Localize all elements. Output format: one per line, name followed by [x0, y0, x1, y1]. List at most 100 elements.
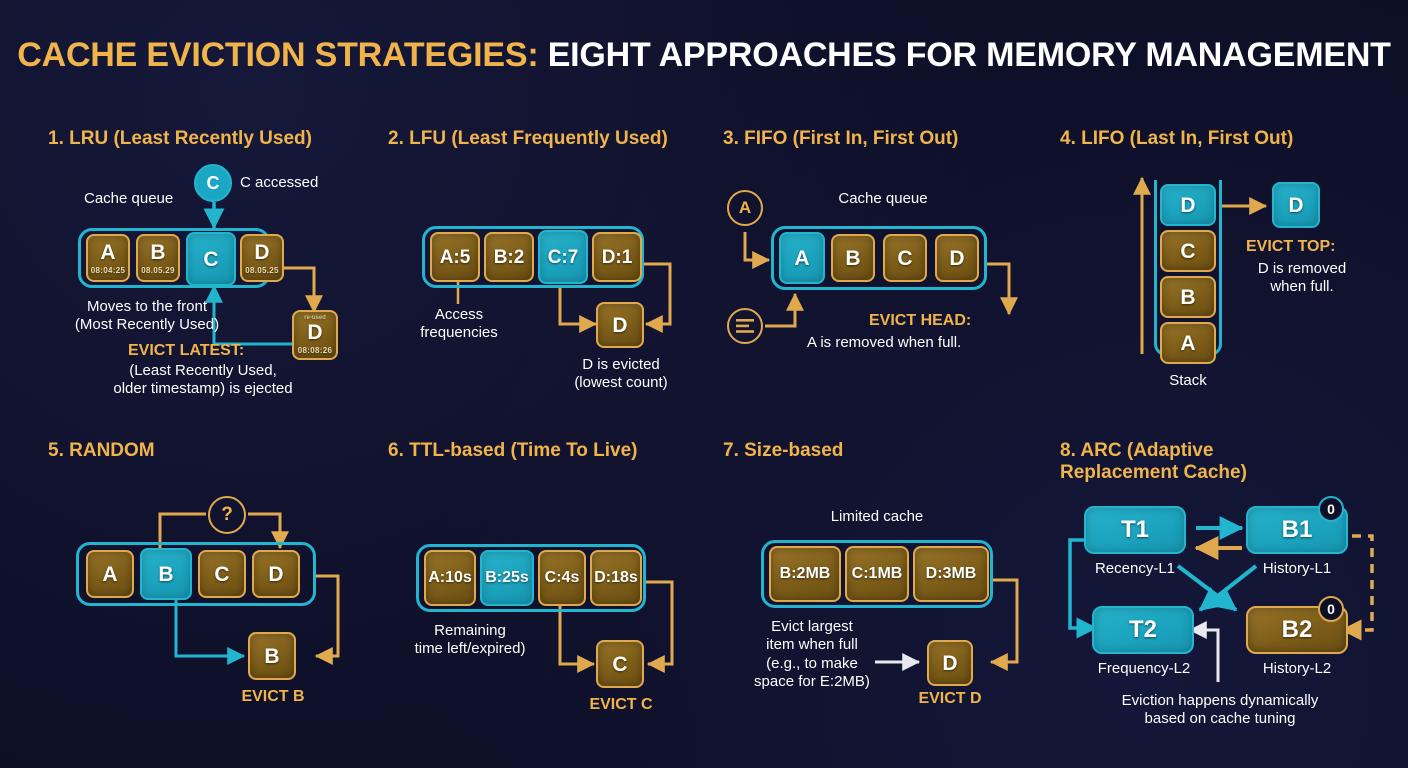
random-cell-b-label: B: [158, 562, 174, 586]
ttl-evicted-label: C: [612, 652, 628, 676]
lifo-cell-b[interactable]: B: [1160, 276, 1216, 318]
lifo-cell-a[interactable]: A: [1160, 322, 1216, 364]
ttl-cell-c-label: C:4s: [544, 569, 580, 586]
panel-random-title: 5. RANDOM: [48, 440, 155, 461]
lfu-access-note: Access frequencies: [420, 306, 498, 342]
arc-node-t2-label: T2: [1128, 616, 1157, 643]
panel-arc-title: 8. ARC (Adaptive Replacement Cache): [1060, 440, 1247, 484]
ttl-cell-a[interactable]: A:10s: [424, 550, 476, 606]
random-chooser-badge[interactable]: ?: [208, 496, 246, 534]
size-cell-b[interactable]: B:2MB: [769, 546, 841, 602]
lru-cell-c[interactable]: C: [186, 232, 236, 286]
size-cell-d-label: D:3MB: [925, 565, 977, 582]
arc-footer-note: Eviction happens dynamically based on ca…: [1121, 692, 1319, 728]
random-evicted-label: B: [264, 644, 280, 668]
lifo-cell-c-label: C: [1180, 239, 1196, 263]
arc-node-t1-caption: Recency-L1: [1094, 560, 1176, 577]
lru-cell-c-label: C: [203, 247, 219, 271]
lru-evicted-tiny: re-used: [304, 315, 326, 321]
lfu-cell-d[interactable]: D:1: [592, 232, 642, 282]
lfu-cell-b-label: B:2: [493, 246, 525, 268]
fifo-queue-label: Cache queue: [838, 190, 928, 207]
size-evicted-label: D: [942, 651, 958, 675]
lru-cell-a[interactable]: A 08:04:25: [86, 234, 130, 282]
lfu-evicted-cell[interactable]: D: [596, 302, 644, 348]
panel-size: 7. Size-based Limited cache B:2MB C:1MB …: [723, 440, 1063, 730]
ttl-cell-d[interactable]: D:18s: [590, 550, 642, 606]
ttl-remaining-note: Remaining time left/expired): [414, 622, 526, 658]
random-cell-d[interactable]: D: [252, 550, 300, 598]
size-cell-c[interactable]: C:1MB: [845, 546, 909, 602]
lru-cell-a-timestamp: 08:04:25: [90, 265, 126, 275]
lru-evicted-cell[interactable]: re-used D 08:08:26: [292, 310, 338, 360]
lifo-cell-a-label: A: [1180, 331, 1196, 355]
ttl-queue: [416, 544, 646, 612]
fifo-cell-a[interactable]: A: [779, 232, 825, 284]
lifo-cell-d[interactable]: D: [1160, 184, 1216, 226]
ttl-cell-c[interactable]: C:4s: [538, 550, 586, 606]
lru-cell-d[interactable]: D 08.05.25: [240, 234, 284, 282]
arc-node-b2-badge: 0: [1318, 596, 1344, 622]
random-cell-b[interactable]: B: [140, 548, 192, 600]
ttl-cell-a-label: A:10s: [428, 569, 472, 586]
lru-evict-body: (Least Recently Used, older timestamp) i…: [113, 362, 293, 398]
size-cell-d[interactable]: D:3MB: [913, 546, 989, 602]
lfu-cell-c[interactable]: C:7: [538, 230, 588, 284]
lru-cell-a-label: A: [100, 240, 116, 264]
panel-arc: 8. ARC (Adaptive Replacement Cache) T1 R…: [1060, 440, 1408, 740]
panel-lfu-title: 2. LFU (Least Frequently Used): [388, 128, 668, 149]
lifo-cell-c[interactable]: C: [1160, 230, 1216, 272]
arc-node-b1-badge: 0: [1318, 496, 1344, 522]
panel-ttl-title: 6. TTL-based (Time To Live): [388, 440, 638, 461]
lfu-cell-a-label: A:5: [439, 246, 471, 268]
lru-accessed-caption: C accessed: [240, 174, 319, 191]
list-icon-glyph: [736, 319, 754, 333]
random-chooser-label: ?: [221, 504, 233, 525]
lru-cell-b[interactable]: B 08.05.29: [136, 234, 180, 282]
fifo-evict-title: EVICT HEAD:: [869, 312, 972, 329]
lifo-evict-title: EVICT TOP:: [1246, 238, 1336, 255]
random-evict-title: EVICT B: [241, 688, 305, 705]
fifo-incoming-badge[interactable]: A: [727, 190, 763, 226]
lfu-evict-body: D is evicted (lowest count): [574, 356, 668, 392]
lfu-queue: [422, 226, 644, 288]
lfu-evicted-label: D: [612, 313, 628, 337]
lru-cell-d-timestamp: 08.05.25: [245, 265, 279, 275]
ttl-cell-d-label: D:18s: [594, 569, 638, 586]
size-cell-b-label: B:2MB: [779, 565, 831, 582]
fifo-cell-d[interactable]: D: [935, 234, 979, 282]
fifo-evict-body: A is removed when full.: [807, 334, 962, 351]
lru-cell-d-label: D: [254, 240, 270, 264]
fifo-cell-b[interactable]: B: [831, 234, 875, 282]
fifo-cell-c-label: C: [897, 246, 913, 270]
arc-node-t1[interactable]: T1: [1084, 506, 1186, 554]
ttl-cell-b[interactable]: B:25s: [480, 550, 534, 606]
panel-lfu: 2. LFU (Least Frequently Used) A:5 B:2 C…: [388, 128, 718, 408]
lru-queue-label: Cache queue: [84, 190, 174, 207]
random-cell-c[interactable]: C: [198, 550, 246, 598]
fifo-list-icon[interactable]: [727, 308, 763, 344]
lru-accessed-badge[interactable]: C: [194, 164, 232, 202]
fifo-cell-c[interactable]: C: [883, 234, 927, 282]
lfu-cell-a[interactable]: A:5: [430, 232, 480, 282]
arc-node-b2-badge-value: 0: [1327, 601, 1335, 617]
arc-node-t2-caption: Frequency-L2: [1097, 660, 1191, 677]
panel-lru: 1. LRU (Least Recently Used) C C accesse…: [48, 128, 388, 408]
lru-cell-b-label: B: [150, 240, 166, 264]
random-queue: [76, 542, 316, 606]
arc-node-b1-badge-value: 0: [1327, 501, 1335, 517]
size-queue-label: Limited cache: [830, 508, 924, 525]
arc-node-t2[interactable]: T2: [1092, 606, 1194, 654]
lru-evicted-label: D: [307, 321, 323, 344]
lfu-cell-b[interactable]: B:2: [484, 232, 534, 282]
ttl-evicted-cell[interactable]: C: [596, 640, 644, 688]
size-evict-note: Evict largest item when full (e.g., to m…: [754, 618, 870, 690]
panel-size-title: 7. Size-based: [723, 440, 844, 461]
lifo-evicted-cell[interactable]: D: [1272, 182, 1320, 228]
lifo-stack-label: Stack: [1169, 372, 1207, 389]
random-cell-a[interactable]: A: [86, 550, 134, 598]
size-evicted-cell[interactable]: D: [927, 640, 973, 686]
random-evicted-cell[interactable]: B: [248, 632, 296, 680]
lru-accessed-badge-label: C: [206, 172, 220, 193]
lifo-cell-b-label: B: [1180, 285, 1196, 309]
